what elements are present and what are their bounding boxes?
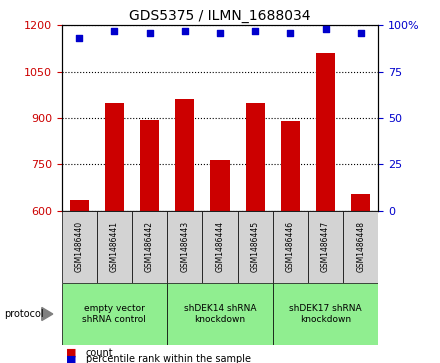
Point <box>252 28 259 34</box>
Text: percentile rank within the sample: percentile rank within the sample <box>86 354 251 363</box>
Bar <box>62 283 167 345</box>
Bar <box>246 102 265 211</box>
Text: protocol: protocol <box>4 309 44 319</box>
Point <box>181 28 188 34</box>
Bar <box>273 211 308 283</box>
Text: empty vector
shRNA control: empty vector shRNA control <box>82 304 147 324</box>
Title: GDS5375 / ILMN_1688034: GDS5375 / ILMN_1688034 <box>129 9 311 23</box>
Point <box>357 30 364 36</box>
Point <box>146 30 153 36</box>
Bar <box>167 211 202 283</box>
Bar <box>167 283 273 345</box>
Bar <box>238 211 273 283</box>
Bar <box>62 211 97 283</box>
Bar <box>281 121 300 211</box>
Text: GSM1486447: GSM1486447 <box>321 221 330 272</box>
Text: GSM1486446: GSM1486446 <box>286 221 295 272</box>
Bar <box>175 99 194 211</box>
Bar <box>273 283 378 345</box>
Point <box>111 28 118 34</box>
Bar <box>210 160 230 211</box>
Text: GSM1486442: GSM1486442 <box>145 221 154 272</box>
Text: GSM1486448: GSM1486448 <box>356 221 365 272</box>
Text: GSM1486443: GSM1486443 <box>180 221 189 272</box>
Bar <box>343 211 378 283</box>
Bar <box>132 211 167 283</box>
Text: GSM1486444: GSM1486444 <box>216 221 224 272</box>
Bar <box>70 200 89 211</box>
Point <box>76 36 83 41</box>
Polygon shape <box>42 307 53 321</box>
Bar <box>97 211 132 283</box>
Text: ■: ■ <box>66 354 77 363</box>
Bar <box>105 102 124 211</box>
Text: count: count <box>86 348 114 358</box>
Text: shDEK17 shRNA
knockdown: shDEK17 shRNA knockdown <box>289 304 362 324</box>
Text: GSM1486441: GSM1486441 <box>110 221 119 272</box>
Text: GSM1486445: GSM1486445 <box>251 221 260 272</box>
Text: GSM1486440: GSM1486440 <box>75 221 84 272</box>
Bar <box>308 211 343 283</box>
Bar <box>140 119 159 211</box>
Bar <box>351 193 370 211</box>
Bar <box>202 211 238 283</box>
Text: shDEK14 shRNA
knockdown: shDEK14 shRNA knockdown <box>184 304 256 324</box>
Text: ■: ■ <box>66 348 77 358</box>
Point <box>216 30 224 36</box>
Bar <box>316 53 335 211</box>
Point <box>287 30 294 36</box>
Point <box>322 26 329 32</box>
